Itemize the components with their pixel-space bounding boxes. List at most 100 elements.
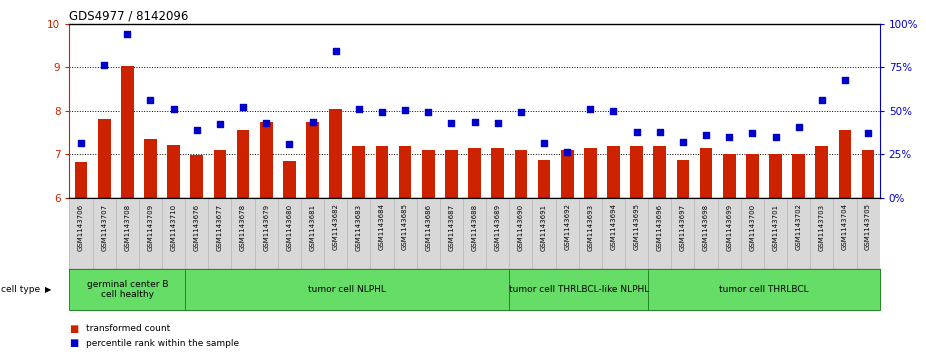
Bar: [746, 154, 758, 198]
Point: [144, 97, 158, 103]
Text: GSM1143694: GSM1143694: [610, 204, 617, 250]
Bar: [816, 146, 828, 198]
Bar: [862, 150, 874, 198]
FancyBboxPatch shape: [69, 269, 185, 310]
Point: [513, 109, 528, 114]
Point: [768, 134, 782, 140]
Bar: [376, 146, 388, 198]
Bar: [121, 66, 133, 198]
Bar: [677, 159, 689, 198]
Point: [97, 62, 112, 68]
Bar: [98, 119, 110, 198]
Text: GSM1143706: GSM1143706: [78, 204, 84, 250]
Bar: [584, 148, 596, 198]
Text: GSM1143693: GSM1143693: [587, 204, 594, 250]
Point: [167, 106, 181, 111]
Bar: [631, 146, 643, 198]
Text: GSM1143698: GSM1143698: [703, 204, 709, 250]
Bar: [607, 146, 619, 198]
Point: [397, 107, 412, 113]
Text: GSM1143699: GSM1143699: [726, 204, 732, 250]
Text: GSM1143702: GSM1143702: [795, 204, 802, 250]
Text: GSM1143705: GSM1143705: [865, 204, 871, 250]
Text: GSM1143690: GSM1143690: [518, 204, 524, 250]
Point: [583, 106, 598, 111]
Point: [791, 125, 806, 130]
Bar: [399, 146, 411, 198]
Bar: [75, 162, 87, 198]
Text: GSM1143707: GSM1143707: [101, 204, 107, 250]
Text: tumor cell THRLBCL: tumor cell THRLBCL: [720, 285, 808, 294]
Text: GSM1143687: GSM1143687: [448, 204, 455, 250]
Point: [189, 127, 204, 133]
Text: cell type: cell type: [1, 285, 40, 294]
Text: GSM1143696: GSM1143696: [657, 204, 663, 250]
Text: GSM1143685: GSM1143685: [402, 204, 408, 250]
Point: [213, 121, 228, 127]
Point: [374, 109, 389, 114]
Bar: [839, 130, 851, 198]
Text: GSM1143686: GSM1143686: [425, 204, 432, 250]
Point: [536, 140, 551, 146]
Point: [306, 119, 320, 125]
Text: GSM1143678: GSM1143678: [240, 204, 246, 250]
Bar: [700, 148, 712, 198]
Text: GSM1143703: GSM1143703: [819, 204, 825, 250]
Bar: [214, 150, 226, 198]
FancyBboxPatch shape: [509, 269, 648, 310]
Text: GSM1143697: GSM1143697: [680, 204, 686, 250]
Bar: [793, 154, 805, 198]
Text: ▶: ▶: [44, 285, 52, 294]
Point: [467, 119, 482, 125]
Bar: [353, 146, 365, 198]
Point: [652, 130, 667, 135]
Bar: [469, 148, 481, 198]
Text: GSM1143701: GSM1143701: [772, 204, 779, 250]
Bar: [191, 155, 203, 198]
Point: [629, 130, 644, 135]
Text: tumor cell NLPHL: tumor cell NLPHL: [308, 285, 386, 294]
Bar: [422, 150, 434, 198]
Text: transformed count: transformed count: [86, 324, 170, 333]
Bar: [168, 145, 180, 198]
Point: [74, 140, 89, 146]
Text: percentile rank within the sample: percentile rank within the sample: [86, 339, 239, 347]
Point: [282, 141, 296, 147]
Text: GSM1143676: GSM1143676: [194, 204, 200, 250]
Point: [328, 48, 343, 53]
Text: GSM1143684: GSM1143684: [379, 204, 385, 250]
Bar: [492, 148, 504, 198]
Point: [235, 104, 250, 110]
Point: [258, 120, 274, 126]
Bar: [237, 130, 249, 198]
Point: [837, 77, 852, 83]
Text: GSM1143710: GSM1143710: [170, 204, 177, 250]
Text: GSM1143700: GSM1143700: [749, 204, 756, 250]
Text: tumor cell THRLBCL-like NLPHL: tumor cell THRLBCL-like NLPHL: [508, 285, 649, 294]
Text: GSM1143681: GSM1143681: [309, 204, 316, 250]
FancyBboxPatch shape: [648, 269, 880, 310]
Bar: [445, 150, 457, 198]
Text: GSM1143695: GSM1143695: [633, 204, 640, 250]
Text: GSM1143683: GSM1143683: [356, 204, 362, 250]
Bar: [654, 146, 666, 198]
Text: GSM1143680: GSM1143680: [286, 204, 293, 250]
Bar: [538, 159, 550, 198]
Point: [860, 130, 875, 136]
Text: GSM1143708: GSM1143708: [124, 204, 131, 250]
Point: [698, 132, 713, 138]
Text: GSM1143682: GSM1143682: [332, 204, 339, 250]
Bar: [283, 161, 295, 198]
Point: [721, 134, 736, 140]
Point: [491, 120, 506, 126]
Text: GSM1143677: GSM1143677: [217, 204, 223, 250]
Text: GSM1143688: GSM1143688: [471, 204, 478, 250]
Point: [675, 139, 690, 145]
Text: ■: ■: [69, 338, 79, 348]
FancyBboxPatch shape: [185, 269, 509, 310]
Text: GSM1143709: GSM1143709: [147, 204, 154, 250]
Text: germinal center B
cell healthy: germinal center B cell healthy: [86, 280, 169, 299]
Text: GSM1143689: GSM1143689: [494, 204, 501, 250]
Bar: [515, 150, 527, 198]
Point: [814, 97, 829, 103]
